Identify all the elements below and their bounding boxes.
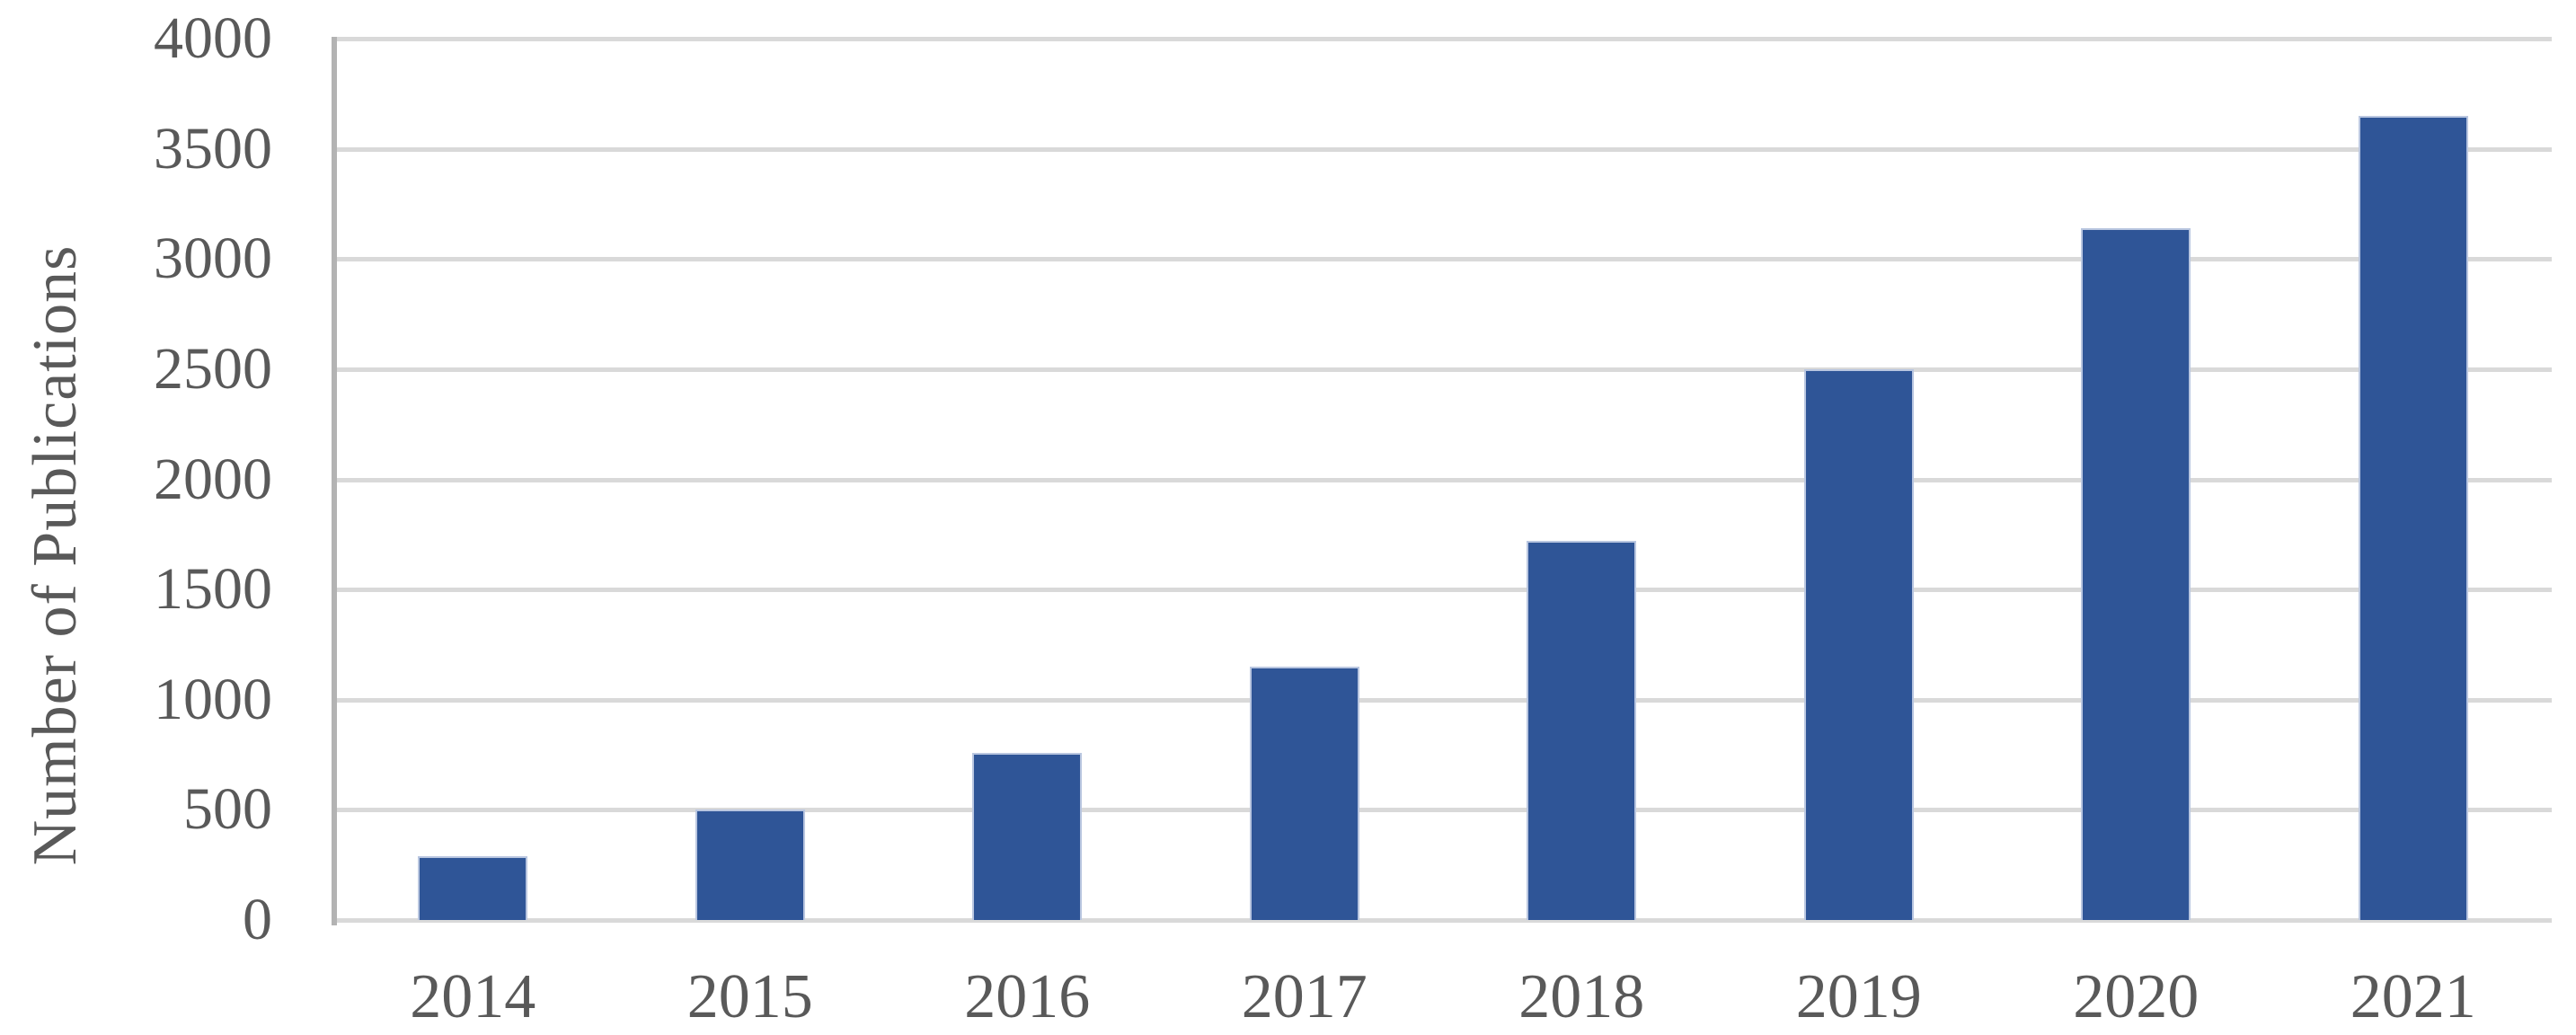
- bar-2014: [418, 855, 528, 920]
- y-tick-label-4000: 4000: [154, 5, 272, 71]
- y-axis-line: [332, 37, 337, 925]
- y-tick-label-500: 500: [183, 776, 272, 843]
- y-tick-label-2000: 2000: [154, 446, 272, 512]
- gridline-1500: [334, 588, 2552, 593]
- y-tick-label-1000: 1000: [154, 666, 272, 732]
- y-tick-label-2500: 2500: [154, 335, 272, 402]
- bar-2016: [972, 752, 1083, 920]
- bar-2017: [1249, 666, 1359, 920]
- bar-2021: [2358, 115, 2468, 920]
- x-tick-label-2020: 2020: [2073, 962, 2200, 1031]
- gridline-3000: [334, 257, 2552, 262]
- gridline-500: [334, 808, 2552, 813]
- gridline-4000: [334, 37, 2552, 41]
- y-tick-label-0: 0: [243, 887, 272, 952]
- gridline-2500: [334, 367, 2552, 372]
- bar-2019: [1803, 368, 1914, 920]
- x-tick-label-2015: 2015: [686, 962, 813, 1031]
- gridline-0: [334, 918, 2552, 923]
- x-tick-label-2019: 2019: [1795, 962, 1922, 1031]
- y-tick-label-3500: 3500: [154, 115, 272, 181]
- x-tick-label-2016: 2016: [964, 962, 1091, 1031]
- x-tick-label-2021: 2021: [2350, 962, 2476, 1031]
- y-tick-label-3000: 3000: [154, 226, 272, 292]
- gridline-1000: [334, 697, 2552, 703]
- y-axis-tick-labels: 0 500 1000 1500 2000 2500 3000 3500 4000: [0, 0, 272, 1035]
- gridline-3500: [334, 146, 2552, 152]
- bar-2020: [2081, 227, 2191, 920]
- x-tick-label-2017: 2017: [1241, 962, 1368, 1031]
- gridline-2000: [334, 477, 2552, 482]
- y-tick-label-1500: 1500: [154, 556, 272, 623]
- x-tick-label-2014: 2014: [410, 962, 536, 1031]
- bar-2018: [1527, 541, 1637, 920]
- bar-2015: [695, 809, 805, 920]
- x-tick-label-2018: 2018: [1518, 962, 1645, 1031]
